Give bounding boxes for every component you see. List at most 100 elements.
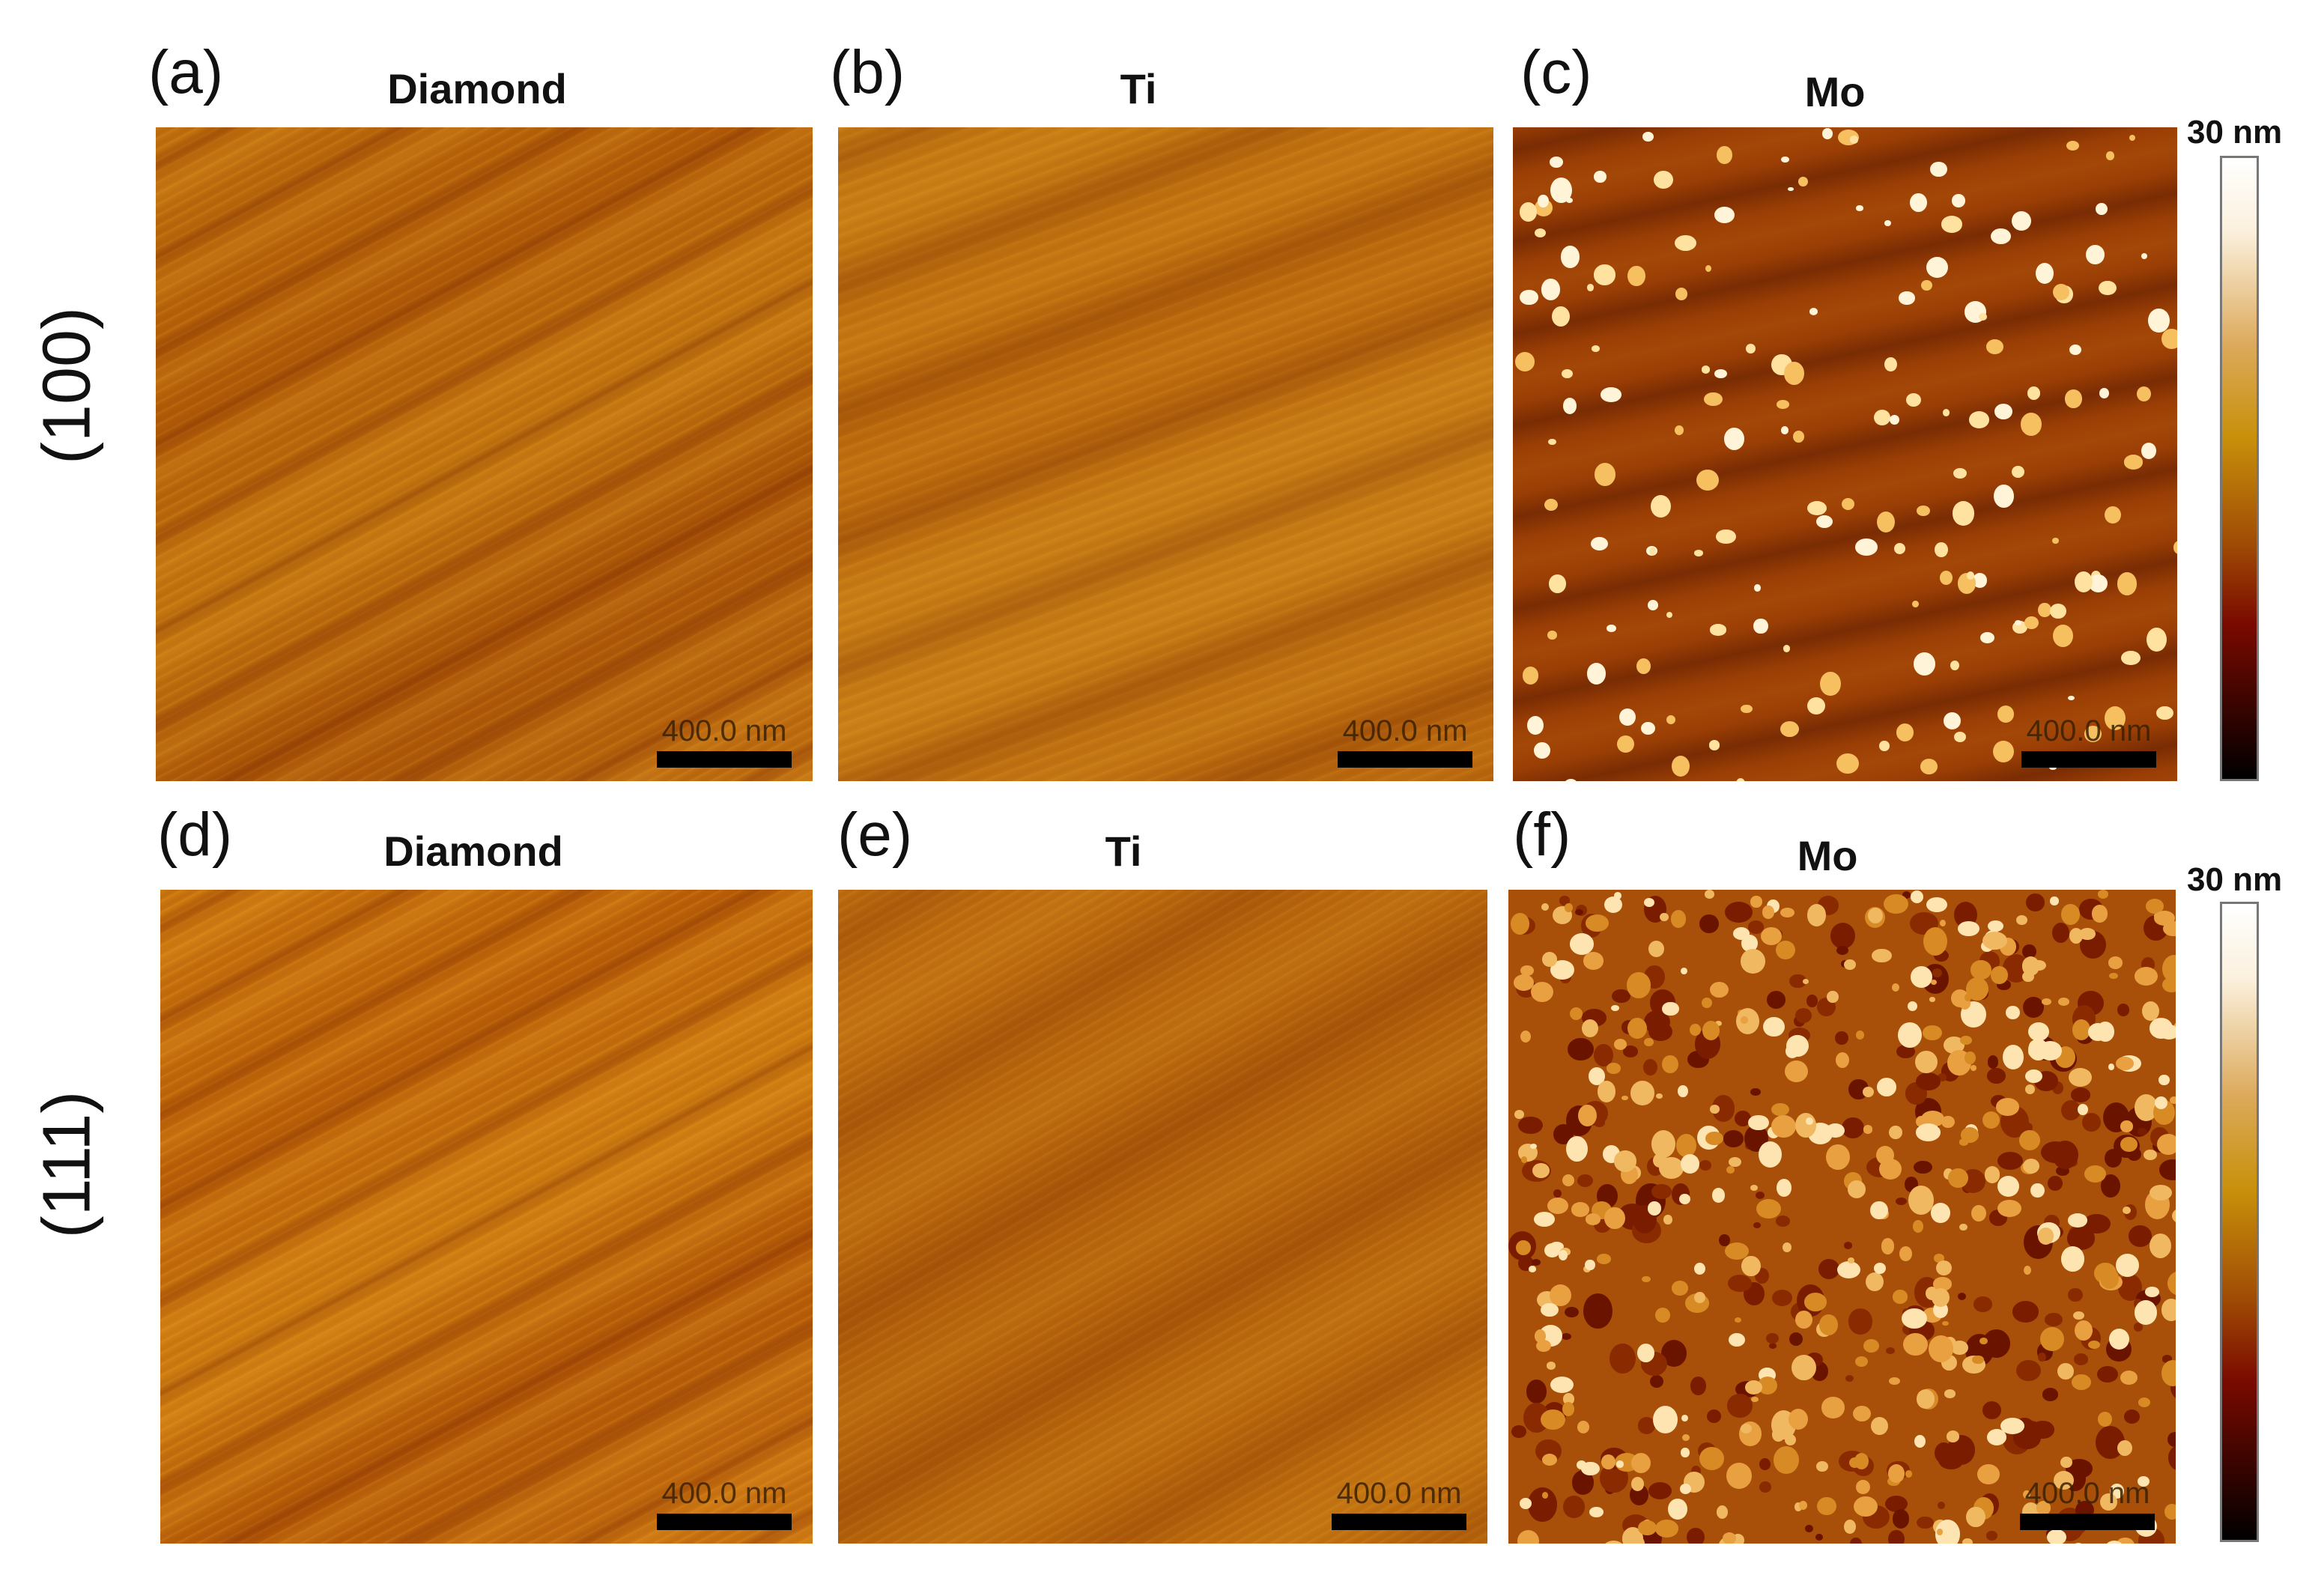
surface-particle <box>1723 1130 1744 1147</box>
surface-particle <box>1863 1338 1880 1353</box>
surface-particle <box>1535 1329 1547 1343</box>
surface-particle <box>2021 956 2040 976</box>
surface-particle <box>2002 1044 2024 1069</box>
surface-particle <box>1744 1380 1763 1395</box>
surface-particle <box>1519 1497 1532 1509</box>
surface-particle <box>2005 1005 2020 1020</box>
surface-particle <box>1548 574 1567 593</box>
surface-particle <box>1651 1184 1672 1200</box>
surface-particle <box>2104 705 2126 731</box>
surface-particle <box>1850 136 1859 144</box>
scale-bar-e: 400.0 nm <box>1332 1477 1466 1530</box>
surface-particle <box>1783 1242 1792 1253</box>
surface-particle <box>1701 365 1711 374</box>
surface-particle <box>1929 997 1936 1003</box>
surface-particle <box>2024 1084 2035 1094</box>
surface-particle <box>1950 661 1959 671</box>
surface-particle <box>1902 890 1911 899</box>
surface-particle <box>1892 1509 1910 1529</box>
surface-particle <box>1816 1496 1836 1516</box>
surface-particle <box>1637 1344 1655 1363</box>
surface-particle <box>2170 1096 2176 1104</box>
surface-particle <box>1693 1262 1705 1275</box>
surface-particle <box>2045 1313 2063 1326</box>
surface-particle <box>1979 1337 1988 1344</box>
surface-particle <box>2097 1366 2118 1383</box>
surface-particle <box>1938 1450 1965 1470</box>
surface-particle <box>1719 1233 1731 1246</box>
surface-particle <box>1994 404 2013 420</box>
surface-particle <box>1515 1239 1532 1255</box>
surface-particle <box>1984 1166 2000 1183</box>
surface-particle <box>1795 1311 1812 1329</box>
scale-bar-a: 400.0 nm <box>657 714 792 768</box>
surface-particle <box>2022 1490 2030 1499</box>
surface-particle <box>1735 1110 1751 1126</box>
surface-particle <box>2088 1340 2100 1349</box>
surface-particle <box>1583 952 1604 970</box>
surface-particle <box>1806 994 1818 1008</box>
surface-particle <box>1604 896 1623 913</box>
surface-particle <box>1896 1045 1915 1059</box>
surface-particle <box>1937 1073 1947 1081</box>
surface-particle <box>1541 902 1549 911</box>
surface-particle <box>2015 1360 2041 1381</box>
surface-particle <box>2040 1327 2064 1352</box>
surface-particle <box>1935 1260 1953 1275</box>
surface-particle <box>1562 397 1577 415</box>
panel-title-b: Ti <box>1120 65 1157 112</box>
surface-particle <box>2027 386 2041 401</box>
surface-particle <box>1870 1201 1888 1220</box>
surface-particle <box>1830 923 1855 949</box>
surface-particle <box>1561 1333 1571 1341</box>
surface-particle <box>1613 892 1621 900</box>
surface-particle <box>2012 210 2032 231</box>
surface-particle <box>2052 537 2059 544</box>
panel-label-a: (a) <box>148 38 224 106</box>
surface-particle <box>1613 1038 1627 1050</box>
surface-particle <box>1686 1527 1705 1544</box>
surface-particle <box>2057 997 2069 1006</box>
surface-particle <box>1972 1355 1984 1365</box>
surface-particle <box>1844 1520 1857 1535</box>
surface-particle <box>1716 529 1736 544</box>
surface-particle <box>1577 1421 1589 1433</box>
surface-particle <box>1741 1424 1753 1433</box>
surface-particle <box>1736 778 1746 781</box>
surface-particle <box>2075 1320 2093 1341</box>
surface-particle <box>2164 1503 2176 1520</box>
surface-particle <box>2068 1213 2088 1228</box>
surface-particle <box>2057 1362 2074 1380</box>
surface-particle <box>1805 1117 1814 1126</box>
surface-particle <box>1611 1005 1620 1012</box>
surface-particle <box>1987 1429 2006 1446</box>
surface-particle <box>2167 1271 2176 1296</box>
surface-particle <box>1853 1496 1878 1517</box>
surface-particle <box>1807 904 1827 926</box>
surface-particle <box>1511 1425 1526 1438</box>
surface-particle <box>1724 1242 1749 1260</box>
panel-label-d: (d) <box>157 801 233 869</box>
surface-particle <box>1818 1258 1839 1279</box>
surface-particle <box>1533 741 1550 759</box>
surface-particle <box>2022 1158 2040 1174</box>
surface-particle <box>1520 1156 1528 1163</box>
surface-particle <box>1568 1037 1595 1061</box>
surface-particle <box>1711 1188 1726 1203</box>
surface-particle <box>1514 974 1534 991</box>
surface-particle <box>1637 1417 1656 1434</box>
surface-particle <box>1970 960 1991 980</box>
scale-bar-line <box>2020 1514 2155 1530</box>
surface-particle <box>2161 1298 2176 1321</box>
surface-particle <box>2098 890 2109 899</box>
surface-particle <box>1987 1068 2006 1084</box>
surface-particle <box>1722 1532 1737 1544</box>
surface-particle <box>1923 1025 1942 1040</box>
surface-particle <box>1648 1481 1672 1500</box>
surface-particle <box>1996 1098 2019 1116</box>
surface-particle <box>1795 1112 1817 1138</box>
surface-particle <box>2145 899 2164 914</box>
surface-particle <box>1541 279 1561 300</box>
surface-particle <box>1671 755 1690 777</box>
surface-particle <box>1982 1111 2000 1129</box>
